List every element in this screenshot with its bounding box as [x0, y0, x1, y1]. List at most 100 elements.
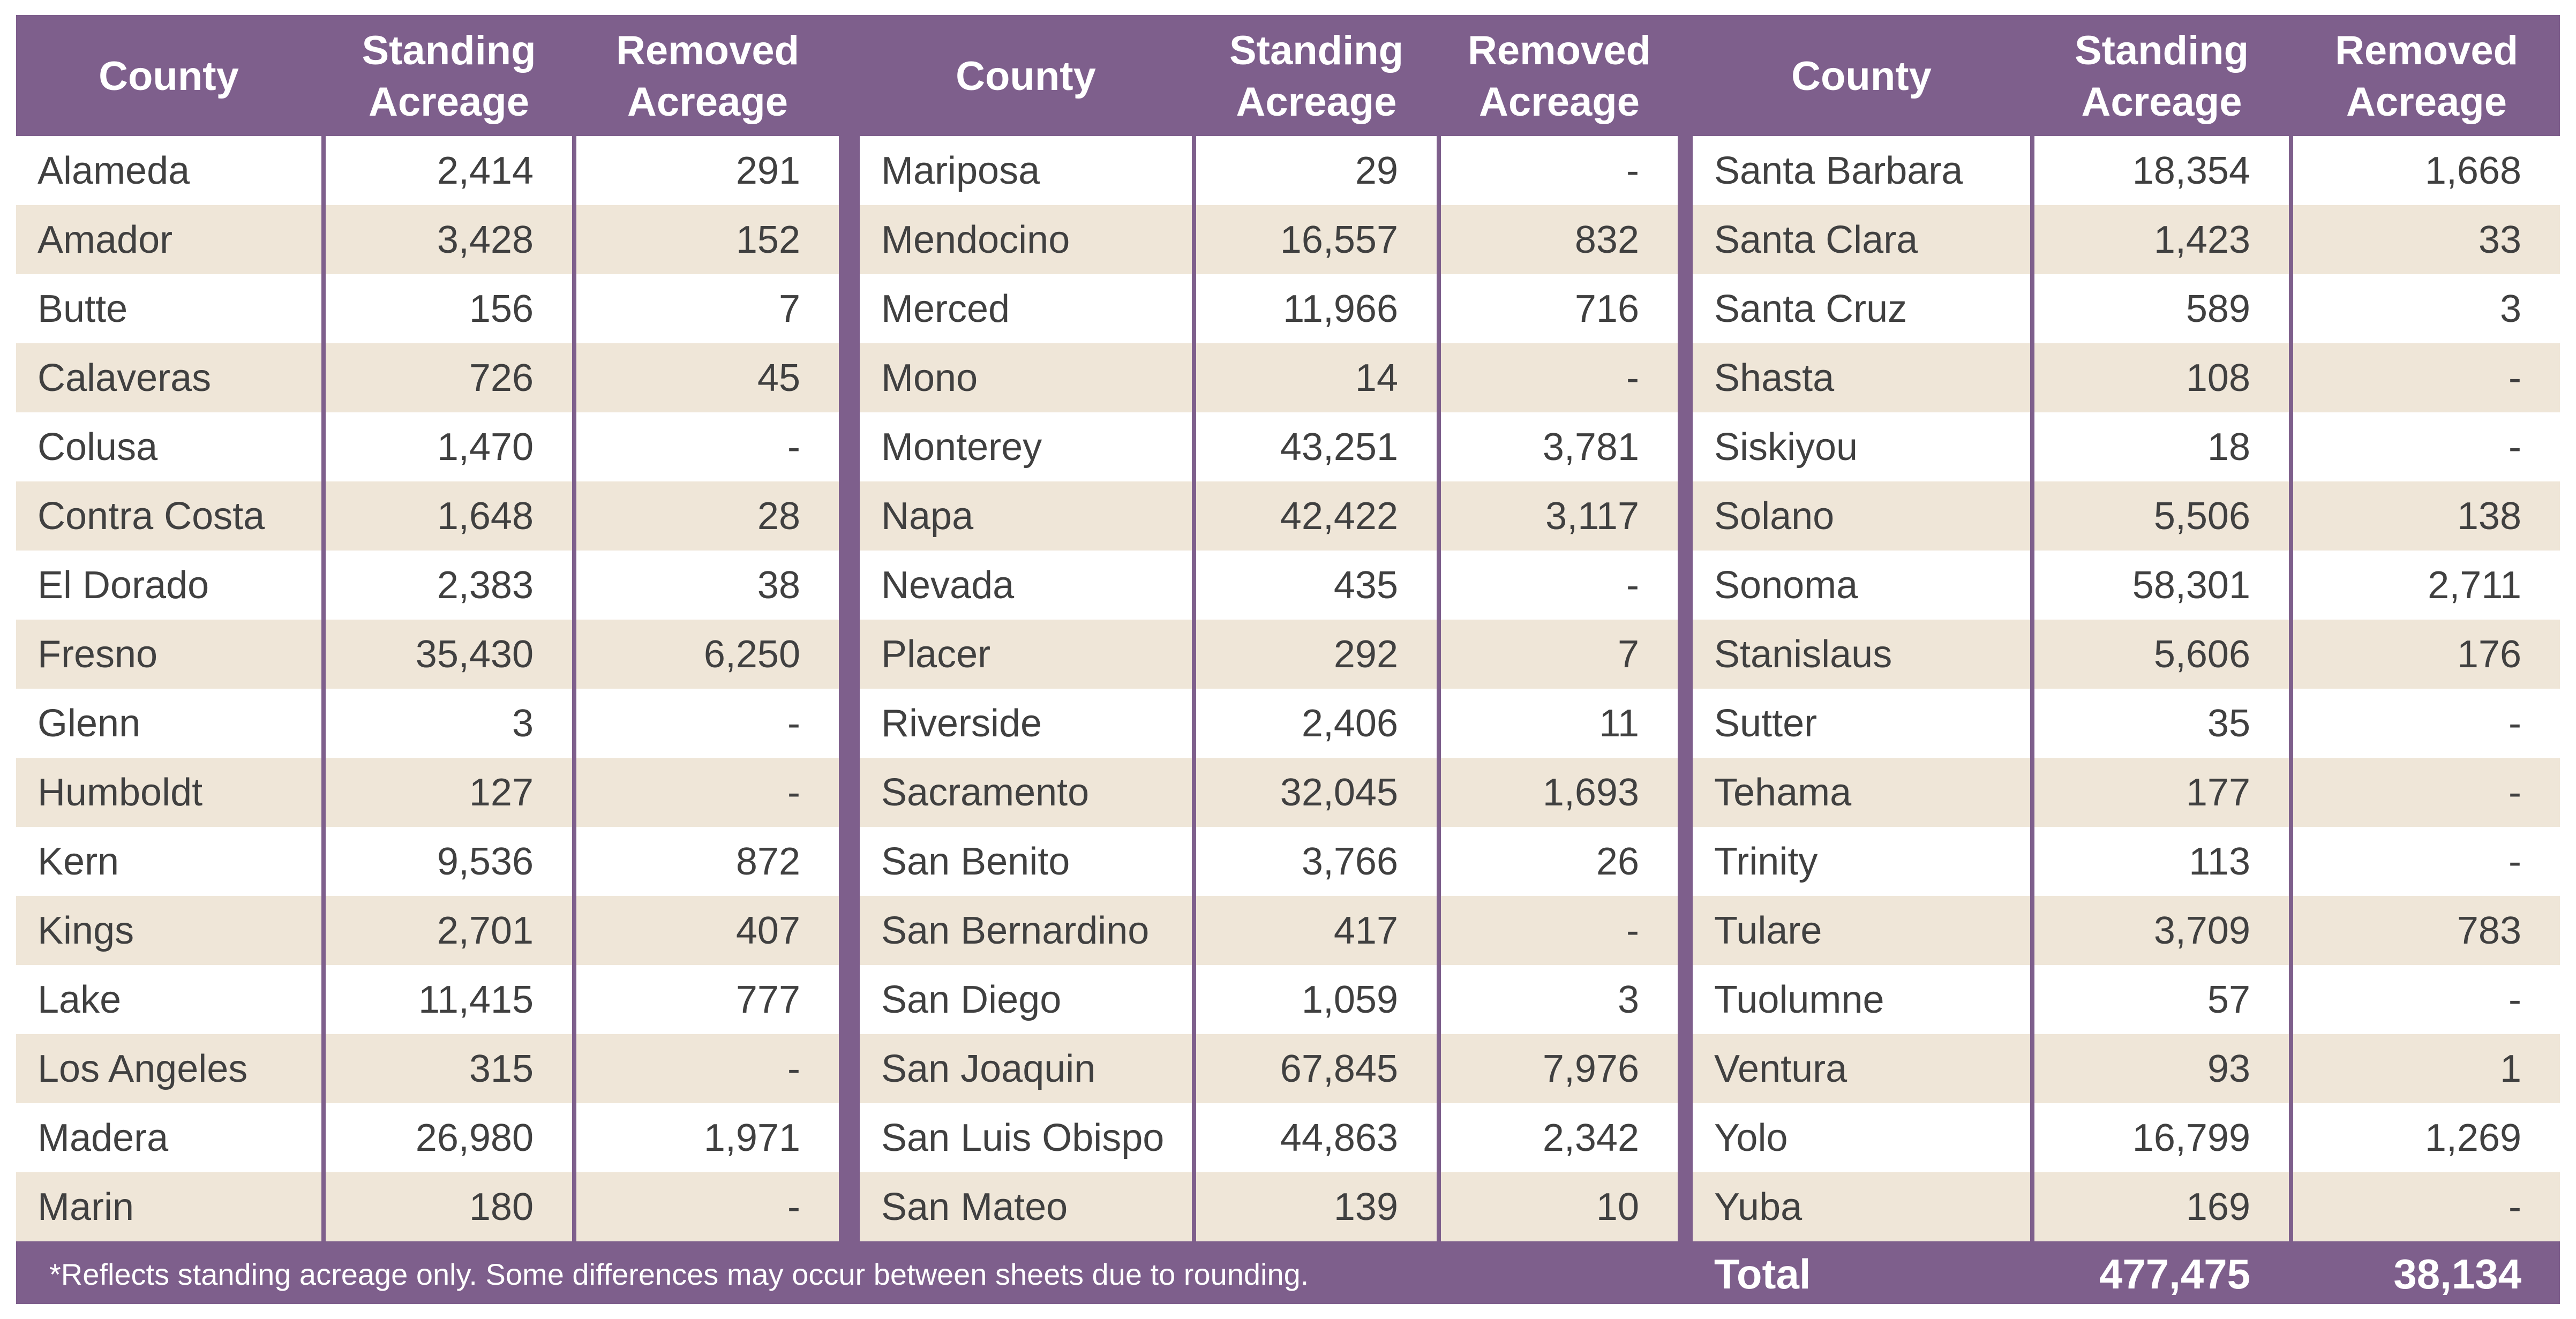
cell-county: Sacramento — [860, 758, 1192, 827]
cell-standing: 1,423 — [2034, 205, 2289, 274]
cell-standing: 127 — [326, 758, 572, 827]
cell-removed: 1,668 — [2293, 136, 2560, 205]
cell-removed: 3 — [1441, 965, 1678, 1034]
cell-removed: 11 — [1441, 689, 1678, 758]
column-divider — [1437, 1034, 1441, 1103]
total-label: Total — [1714, 1250, 1811, 1298]
table-row: Yolo 16,799 1,269 — [1693, 1103, 2560, 1172]
cell-standing: 589 — [2034, 274, 2289, 343]
header-row: County Standing Acreage Removed Acreage — [16, 15, 851, 136]
table-row: San Bernardino 417- — [860, 896, 1687, 965]
cell-removed: 407 — [576, 896, 839, 965]
cell-standing: 26,980 — [326, 1103, 572, 1172]
column-divider — [321, 412, 326, 481]
cell-county: Marin — [16, 1172, 321, 1241]
column-divider — [1192, 827, 1196, 896]
cell-standing: 14 — [1196, 343, 1437, 412]
cell-county: Santa Cruz — [1693, 274, 2030, 343]
cell-removed: 716 — [1441, 274, 1678, 343]
cell-county: Shasta — [1693, 343, 2030, 412]
column-divider — [2030, 896, 2034, 965]
column-divider — [572, 896, 576, 965]
cell-county: San Mateo — [860, 1172, 1192, 1241]
table-row: Colusa 1,470- — [16, 412, 851, 481]
cell-county: Tehama — [1693, 758, 2030, 827]
cell-removed: - — [2293, 689, 2560, 758]
column-divider — [2030, 481, 2034, 551]
column-divider — [572, 205, 576, 274]
cell-removed: 291 — [576, 136, 839, 205]
table-row: San Benito 3,766 26 — [860, 827, 1687, 896]
column-divider — [1437, 274, 1441, 343]
cell-standing: 726 — [326, 343, 572, 412]
cell-standing: 2,701 — [326, 896, 572, 965]
table-row: Sutter 35- — [1693, 689, 2560, 758]
column-divider — [2030, 136, 2034, 205]
cell-standing: 29 — [1196, 136, 1437, 205]
cell-county: Madera — [16, 1103, 321, 1172]
column-divider — [1437, 965, 1441, 1034]
table-row: Mariposa 29- — [860, 136, 1687, 205]
table-row: Humboldt 127- — [16, 758, 851, 827]
cell-standing: 11,415 — [326, 965, 572, 1034]
column-divider — [1437, 689, 1441, 758]
cell-removed: 832 — [1441, 205, 1678, 274]
cell-county: Sutter — [1693, 689, 2030, 758]
column-divider — [2289, 481, 2293, 551]
cell-removed: - — [2293, 758, 2560, 827]
cell-standing: 139 — [1196, 1172, 1437, 1241]
column-divider — [572, 827, 576, 896]
table-row: Calaveras 726 45 — [16, 343, 851, 412]
cell-removed: - — [1441, 551, 1678, 620]
table-row: Lake 11,415 777 — [16, 965, 851, 1034]
cell-county: Trinity — [1693, 827, 2030, 896]
cell-county: Mendocino — [860, 205, 1192, 274]
column-divider — [572, 274, 576, 343]
column-divider — [1437, 620, 1441, 689]
table-row: Placer 292 7 — [860, 620, 1687, 689]
cell-standing: 11,966 — [1196, 274, 1437, 343]
table-row: Riverside 2,406 11 — [860, 689, 1687, 758]
table-row: Trinity 113- — [1693, 827, 2560, 896]
table-row: Glenn 3- — [16, 689, 851, 758]
column-divider — [2289, 965, 2293, 1034]
cell-county: Riverside — [860, 689, 1192, 758]
cell-county: Tuolumne — [1693, 965, 2030, 1034]
table-panel-1: County Standing Acreage Removed Acreage Ala… — [16, 15, 851, 1245]
cell-county: Merced — [860, 274, 1192, 343]
column-divider — [1192, 1172, 1196, 1241]
cell-county: Lake — [16, 965, 321, 1034]
cell-standing: 5,606 — [2034, 620, 2289, 689]
total-removed: 38,134 — [2393, 1250, 2521, 1298]
cell-standing: 18 — [2034, 412, 2289, 481]
column-divider — [1437, 343, 1441, 412]
cell-standing: 16,799 — [2034, 1103, 2289, 1172]
cell-standing: 177 — [2034, 758, 2289, 827]
cell-county: Nevada — [860, 551, 1192, 620]
column-divider — [321, 758, 326, 827]
table-row: Merced 11,966 716 — [860, 274, 1687, 343]
cell-standing: 42,422 — [1196, 481, 1437, 551]
column-divider — [2030, 1103, 2034, 1172]
column-divider — [2289, 620, 2293, 689]
cell-county: San Luis Obispo — [860, 1103, 1192, 1172]
column-header-county: County — [956, 54, 1096, 99]
column-divider — [2289, 412, 2293, 481]
column-divider — [2030, 689, 2034, 758]
cell-removed: 2,342 — [1441, 1103, 1678, 1172]
cell-removed: - — [2293, 965, 2560, 1034]
column-divider — [2030, 343, 2034, 412]
table-row: San Joaquin 67,845 7,976 — [860, 1034, 1687, 1103]
cell-removed: 10 — [1441, 1172, 1678, 1241]
column-divider — [1192, 1034, 1196, 1103]
cell-removed: - — [576, 758, 839, 827]
cell-county: Kern — [16, 827, 321, 896]
column-divider — [2289, 1103, 2293, 1172]
cell-removed: 1,269 — [2293, 1103, 2560, 1172]
cell-removed: 3,117 — [1441, 481, 1678, 551]
table-row: San Luis Obispo 44,863 2,342 — [860, 1103, 1687, 1172]
column-divider — [1192, 343, 1196, 412]
cell-standing: 67,845 — [1196, 1034, 1437, 1103]
cell-county: Solano — [1693, 481, 2030, 551]
column-divider — [2030, 1034, 2034, 1103]
